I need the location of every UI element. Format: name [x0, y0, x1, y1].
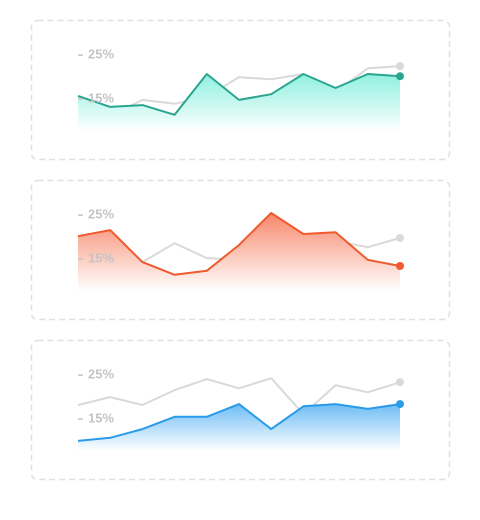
- y-tick-label: 15%: [88, 90, 114, 105]
- end-dot: [396, 378, 404, 387]
- area: [78, 213, 400, 291]
- y-tick-label: 25%: [88, 367, 114, 382]
- card: [30, 19, 451, 161]
- area: [78, 404, 400, 451]
- end-dot: [396, 62, 404, 71]
- y-tick-label: 25%: [88, 47, 114, 62]
- y-tick-label: 15%: [88, 250, 114, 265]
- card: [30, 179, 451, 321]
- compare-line: [77, 377, 401, 416]
- line: [77, 73, 401, 116]
- y-tick-label: 25%: [88, 207, 114, 222]
- end-dot: [396, 233, 404, 242]
- card: [30, 339, 451, 481]
- end-dot: [396, 262, 404, 271]
- area: [78, 74, 400, 131]
- y-tick-label: 15%: [88, 410, 114, 425]
- line: [77, 212, 401, 276]
- end-dot: [396, 400, 404, 409]
- line: [77, 403, 401, 442]
- end-dot: [396, 72, 404, 81]
